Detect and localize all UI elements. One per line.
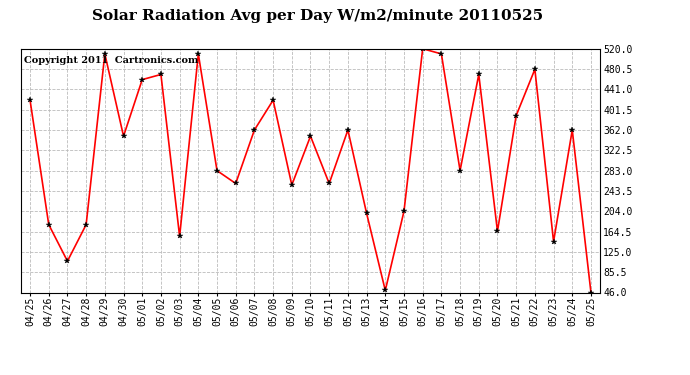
Text: Solar Radiation Avg per Day W/m2/minute 20110525: Solar Radiation Avg per Day W/m2/minute … xyxy=(92,9,543,23)
Text: Copyright 2011  Cartronics.com: Copyright 2011 Cartronics.com xyxy=(23,56,198,65)
